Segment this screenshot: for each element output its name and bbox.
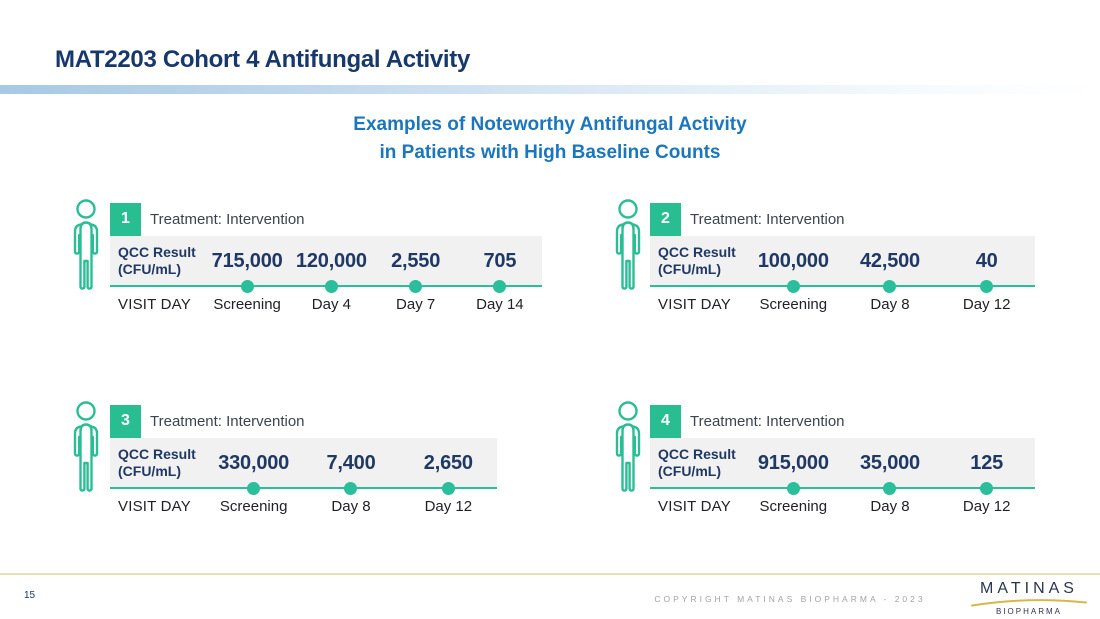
person-icon [615, 199, 641, 290]
timeline-dot [247, 482, 261, 495]
qcc-result-label: QCC Result (CFU/mL) [118, 446, 196, 479]
qcc-value: 715,000 [211, 249, 283, 272]
title-divider [0, 85, 1100, 94]
visit-name: Screening [219, 498, 288, 515]
page-title: MAT2203 Cohort 4 Antifungal Activity [55, 46, 471, 73]
visit-name: Day 8 [870, 498, 910, 515]
timeline-dot [324, 280, 338, 293]
logo-swoosh-icon [971, 599, 1087, 607]
qcc-value: 125 [970, 451, 1004, 474]
copyright-text: COPYRIGHT MATINAS BIOPHARMA - 2023 [654, 594, 926, 604]
treatment-label: Treatment: Intervention [690, 210, 845, 228]
visit-name: Day 7 [396, 296, 436, 313]
visit-name: Day 12 [962, 498, 1011, 515]
timeline-dot [493, 280, 507, 293]
qcc-result-bar: QCC Result (CFU/mL) 715,000 120,000 2,55… [110, 236, 542, 286]
timeline-line [110, 487, 497, 489]
person-icon [615, 401, 641, 492]
footer-divider [0, 573, 1100, 575]
timeline-dot [980, 482, 994, 495]
timeline-dot [786, 280, 800, 293]
visit-name: Day 12 [424, 498, 473, 515]
subtitle-line-2: in Patients with High Baseline Counts [379, 142, 721, 163]
timeline-dot [980, 280, 994, 293]
qcc-value: 915,000 [757, 451, 829, 474]
treatment-label: Treatment: Intervention [150, 210, 305, 228]
subtitle-line-1: Examples of Noteworthy Antifungal Activi… [353, 114, 747, 135]
visit-name: Screening [759, 296, 828, 313]
visit-day-label: VISIT DAY [118, 498, 191, 515]
visit-timeline [110, 482, 497, 495]
visit-day-label: VISIT DAY [658, 498, 731, 515]
qcc-value: 2,650 [423, 451, 473, 474]
timeline-dot [409, 280, 423, 293]
visit-name: Screening [759, 498, 828, 515]
timeline-line [650, 487, 1035, 489]
visit-name: Day 8 [331, 498, 371, 515]
person-icon [73, 401, 99, 492]
patient-number-badge: 4 [650, 404, 681, 438]
patient-number-badge: 3 [110, 404, 141, 438]
visit-timeline [650, 280, 1035, 293]
qcc-result-label: QCC Result (CFU/mL) [658, 244, 736, 277]
timeline-dot [883, 482, 897, 495]
qcc-value: 2,550 [391, 249, 441, 272]
qcc-value: 40 [975, 249, 998, 272]
visit-name: Screening [213, 296, 281, 313]
timeline-dot [240, 280, 254, 293]
patient-number-badge: 1 [110, 202, 141, 236]
qcc-value: 35,000 [860, 451, 920, 474]
visit-name: Day 4 [311, 296, 351, 313]
slide-subtitle: Examples of Noteworthy Antifungal Activi… [0, 111, 1100, 167]
qcc-result-label: QCC Result (CFU/mL) [658, 446, 736, 479]
qcc-result-label: QCC Result (CFU/mL) [118, 244, 196, 277]
visit-day-label: VISIT DAY [118, 296, 191, 313]
timeline-dot [786, 482, 800, 495]
visit-timeline [110, 280, 542, 293]
qcc-value: 42,500 [860, 249, 920, 272]
visit-day-label: VISIT DAY [658, 296, 731, 313]
qcc-result-bar: QCC Result (CFU/mL) 330,000 7,400 2,650 [110, 438, 497, 488]
qcc-result-bar: QCC Result (CFU/mL) 100,000 42,500 40 [650, 236, 1035, 286]
timeline-dot [344, 482, 358, 495]
timeline-line [650, 285, 1035, 287]
qcc-value: 330,000 [218, 451, 290, 474]
treatment-label: Treatment: Intervention [690, 412, 845, 430]
timeline-dot [441, 482, 455, 495]
qcc-value: 705 [483, 249, 517, 272]
visit-name: Day 12 [962, 296, 1011, 313]
visit-name: Day 8 [870, 296, 910, 313]
matinas-logo: MATINAS BIOPHARMA [968, 580, 1090, 616]
patient-number-badge: 2 [650, 202, 681, 236]
qcc-value: 120,000 [295, 249, 367, 272]
qcc-value: 100,000 [757, 249, 829, 272]
logo-subtext: BIOPHARMA [995, 607, 1062, 616]
page-number: 15 [24, 590, 36, 601]
visit-name: Day 14 [476, 296, 524, 313]
timeline-dot [883, 280, 897, 293]
treatment-label: Treatment: Intervention [150, 412, 305, 430]
logo-wordmark: MATINAS [980, 580, 1078, 597]
qcc-result-bar: QCC Result (CFU/mL) 915,000 35,000 125 [650, 438, 1035, 488]
qcc-value: 7,400 [326, 451, 376, 474]
visit-timeline [650, 482, 1035, 495]
person-icon [73, 199, 99, 290]
